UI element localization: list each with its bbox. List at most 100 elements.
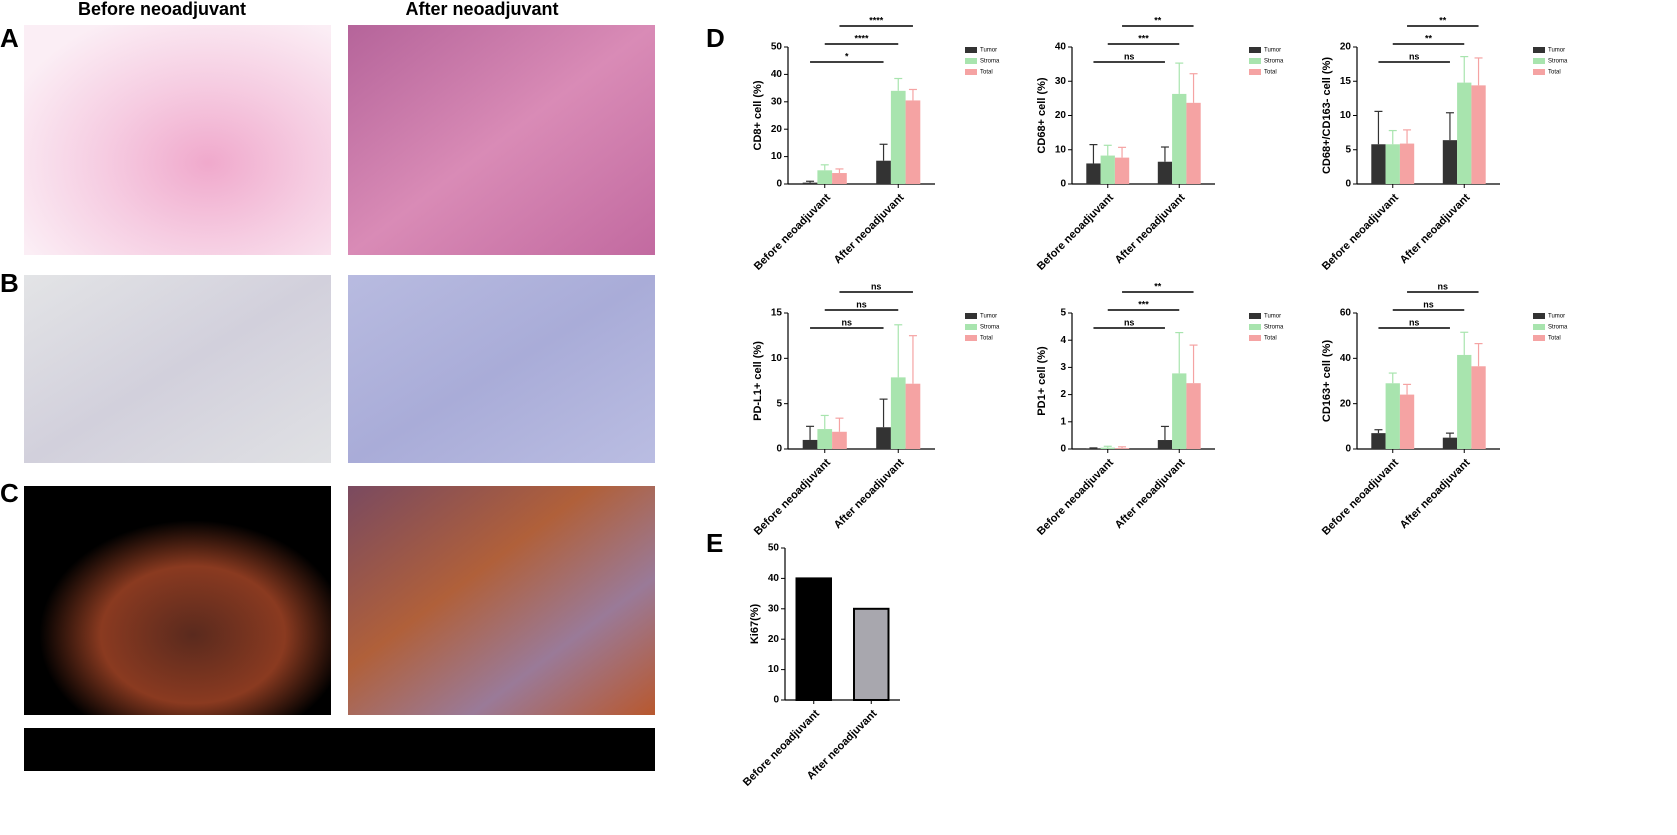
x-tick-label: Before neoadjuvant (1035, 191, 1116, 272)
bar (853, 607, 890, 701)
y-axis-title: Ki67(%) (749, 603, 761, 644)
he-image-after (348, 25, 655, 255)
y-tick-label: 15 (771, 308, 783, 319)
significance-label: **** (854, 33, 869, 43)
significance-label: ** (1154, 15, 1162, 25)
bar (1399, 143, 1415, 184)
bar (1399, 394, 1415, 449)
legend-label: Total (1548, 70, 1561, 76)
significance-label: ns (856, 299, 867, 309)
marker-label: CD57 (125, 733, 191, 763)
x-tick-label: After neoadjuvant (832, 456, 907, 531)
y-tick-label: 0 (776, 179, 782, 190)
y-tick-label: 0 (1345, 179, 1351, 190)
significance-label: **** (869, 15, 884, 25)
legend-swatch (1533, 313, 1545, 319)
x-tick-label: Before neoadjuvant (1035, 456, 1116, 537)
significance-label: ns (1438, 281, 1449, 291)
x-tick-label: Before neoadjuvant (752, 191, 833, 272)
he-image-before (24, 25, 331, 255)
significance-label: ns (1124, 51, 1135, 61)
legend-swatch (1249, 58, 1261, 64)
panel-label: A (0, 23, 19, 53)
y-tick-label: 10 (771, 353, 783, 364)
legend-label: Tumor (1264, 48, 1281, 54)
significance-label: ns (1409, 317, 1420, 327)
bar (1186, 383, 1201, 449)
bar (1172, 93, 1187, 184)
legend-swatch (1249, 47, 1261, 53)
bar (802, 182, 818, 184)
column-header: After neoadjuvant (405, 0, 558, 19)
legend-label: Tumor (980, 314, 997, 320)
legend-label: Total (980, 336, 993, 342)
marker-legend-bar (24, 728, 655, 771)
marker-label: PD-L1 (445, 733, 519, 763)
bar (1385, 383, 1400, 449)
significance-label: * (845, 51, 849, 61)
y-tick-label: 10 (1340, 110, 1352, 121)
y-tick-label: 20 (771, 124, 783, 135)
y-axis-title: CD68+ cell (%) (1036, 77, 1048, 153)
y-axis-title: PD1+ cell (%) (1036, 346, 1048, 416)
bar (1114, 448, 1130, 449)
legend-label: Stroma (1264, 325, 1284, 331)
y-tick-label: 30 (771, 96, 783, 107)
bar (1457, 354, 1472, 449)
legend-swatch (1249, 69, 1261, 75)
y-tick-label: 0 (773, 695, 779, 706)
y-tick-label: 0 (776, 444, 782, 455)
bar (1100, 155, 1115, 184)
y-tick-label: 10 (1055, 144, 1067, 155)
bar (1471, 85, 1486, 184)
y-tick-label: 5 (1345, 144, 1351, 155)
significance-label: ns (1124, 317, 1135, 327)
ihc-image-after (348, 275, 655, 463)
y-tick-label: 0 (1060, 179, 1066, 190)
micrographs (24, 25, 655, 771)
mif-image-after (348, 486, 655, 715)
legend-swatch (1249, 313, 1261, 319)
legend-swatch (965, 47, 977, 53)
y-tick-label: 40 (771, 69, 783, 80)
legend-swatch (965, 313, 977, 319)
bar (1157, 440, 1173, 449)
y-tick-label: 40 (1340, 353, 1352, 364)
significance-label: ns (871, 281, 882, 291)
legend-swatch (1533, 58, 1545, 64)
panel-label: B (0, 268, 19, 298)
legend-swatch (1249, 324, 1261, 330)
y-tick-label: 50 (768, 543, 780, 554)
y-tick-label: 20 (1055, 110, 1067, 121)
bar (1172, 373, 1187, 449)
legend-label: Stroma (980, 325, 1000, 331)
x-tick-label: After neoadjuvant (1113, 456, 1188, 531)
legend-label: Tumor (1548, 48, 1565, 54)
legend-label: Stroma (1548, 59, 1568, 65)
y-tick-label: 4 (1060, 335, 1066, 346)
legend-swatch (1533, 324, 1545, 330)
bar (795, 577, 832, 702)
bar (1442, 437, 1458, 449)
bar (876, 160, 891, 184)
bar (1471, 366, 1486, 449)
legend-label: Total (1264, 70, 1277, 76)
significance-label: ** (1425, 33, 1433, 43)
bar (1086, 448, 1101, 449)
y-tick-label: 50 (771, 42, 783, 53)
significance-label: *** (1138, 299, 1149, 309)
y-tick-label: 10 (771, 151, 783, 162)
marker-label: CD68 (205, 733, 271, 763)
legend-label: Stroma (980, 59, 1000, 65)
legend-swatch (1533, 47, 1545, 53)
mif-image-before (24, 486, 331, 715)
bar (1100, 447, 1115, 449)
bar (1114, 157, 1130, 184)
y-tick-label: 2 (1060, 389, 1066, 400)
legend-swatch (965, 324, 977, 330)
y-tick-label: 20 (1340, 398, 1352, 409)
bar (817, 429, 833, 449)
legend-label: Stroma (1264, 59, 1284, 65)
bar (1186, 102, 1201, 184)
